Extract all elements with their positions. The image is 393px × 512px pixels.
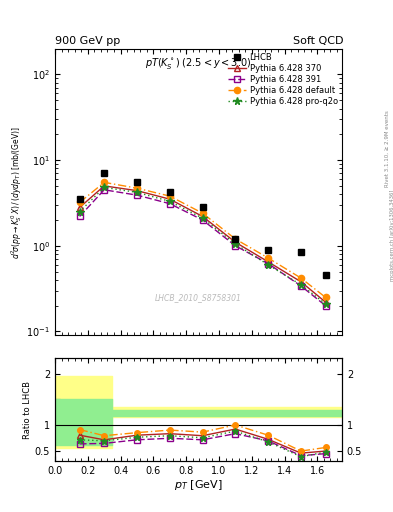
Pythia 6.428 default — [323, 294, 328, 301]
Line: Pythia 6.428 pro-q2o: Pythia 6.428 pro-q2o — [76, 184, 329, 308]
LHCB — [233, 236, 238, 242]
Pythia 6.428 default — [266, 255, 270, 261]
Pythia 6.428 default — [77, 199, 82, 205]
Pythia 6.428 391 — [299, 283, 303, 289]
LHCB — [266, 247, 270, 253]
Pythia 6.428 391 — [102, 187, 107, 193]
Pythia 6.428 default — [102, 179, 107, 185]
Pythia 6.428 391 — [233, 243, 238, 249]
Pythia 6.428 pro-q2o — [266, 262, 270, 268]
Legend: LHCB, Pythia 6.428 370, Pythia 6.428 391, Pythia 6.428 default, Pythia 6.428 pro: LHCB, Pythia 6.428 370, Pythia 6.428 391… — [226, 51, 340, 108]
Text: $pT(K^\circ_{\!S})\;(2.5 < y < 3.0)$: $pT(K^\circ_{\!S})\;(2.5 < y < 3.0)$ — [145, 56, 252, 71]
Pythia 6.428 391 — [200, 217, 205, 223]
Line: Pythia 6.428 370: Pythia 6.428 370 — [77, 183, 329, 305]
Pythia 6.428 391 — [167, 201, 172, 207]
Y-axis label: $d^2\!\sigma(pp{\to}K^0_{\!S}\,X)\,/\,(dydp_T)\;[\mathrm{mb/(GeV)}]$: $d^2\!\sigma(pp{\to}K^0_{\!S}\,X)\,/\,(d… — [9, 125, 24, 259]
Pythia 6.428 391 — [266, 261, 270, 267]
Pythia 6.428 default — [233, 236, 238, 242]
Text: Rivet 3.1.10, ≥ 2.9M events: Rivet 3.1.10, ≥ 2.9M events — [385, 111, 389, 187]
Pythia 6.428 default — [200, 210, 205, 216]
Pythia 6.428 370 — [323, 299, 328, 305]
LHCB — [200, 204, 205, 210]
X-axis label: $p_T$ [GeV]: $p_T$ [GeV] — [174, 478, 223, 493]
Pythia 6.428 pro-q2o — [77, 208, 82, 215]
Pythia 6.428 391 — [323, 303, 328, 309]
Pythia 6.428 pro-q2o — [233, 241, 238, 247]
Pythia 6.428 default — [135, 185, 140, 191]
Text: Soft QCD: Soft QCD — [294, 36, 344, 46]
Pythia 6.428 391 — [135, 192, 140, 198]
Line: LHCB: LHCB — [76, 170, 329, 279]
Pythia 6.428 default — [167, 193, 172, 199]
Text: 900 GeV pp: 900 GeV pp — [55, 36, 120, 46]
Y-axis label: Ratio to LHCB: Ratio to LHCB — [23, 380, 32, 439]
Pythia 6.428 pro-q2o — [299, 282, 303, 288]
LHCB — [323, 272, 328, 279]
Pythia 6.428 370 — [299, 279, 303, 285]
Pythia 6.428 pro-q2o — [102, 184, 107, 190]
LHCB — [77, 196, 82, 202]
Pythia 6.428 370 — [167, 196, 172, 202]
Pythia 6.428 370 — [266, 259, 270, 265]
Pythia 6.428 default — [299, 275, 303, 281]
Pythia 6.428 370 — [102, 183, 107, 189]
Pythia 6.428 370 — [233, 239, 238, 245]
Pythia 6.428 370 — [77, 204, 82, 210]
LHCB — [299, 249, 303, 255]
Line: Pythia 6.428 default: Pythia 6.428 default — [77, 179, 329, 301]
Text: LHCB_2010_S8758301: LHCB_2010_S8758301 — [155, 293, 242, 303]
Pythia 6.428 pro-q2o — [167, 198, 172, 204]
Pythia 6.428 370 — [200, 214, 205, 220]
Line: Pythia 6.428 391: Pythia 6.428 391 — [77, 187, 329, 309]
Pythia 6.428 pro-q2o — [323, 301, 328, 307]
LHCB — [167, 189, 172, 196]
Text: mcplots.cern.ch [arXiv:1306.3436]: mcplots.cern.ch [arXiv:1306.3436] — [390, 189, 393, 281]
LHCB — [135, 179, 140, 185]
Pythia 6.428 pro-q2o — [135, 189, 140, 196]
Pythia 6.428 pro-q2o — [200, 215, 205, 221]
LHCB — [102, 170, 107, 177]
Pythia 6.428 391 — [77, 214, 82, 220]
Pythia 6.428 370 — [135, 187, 140, 194]
